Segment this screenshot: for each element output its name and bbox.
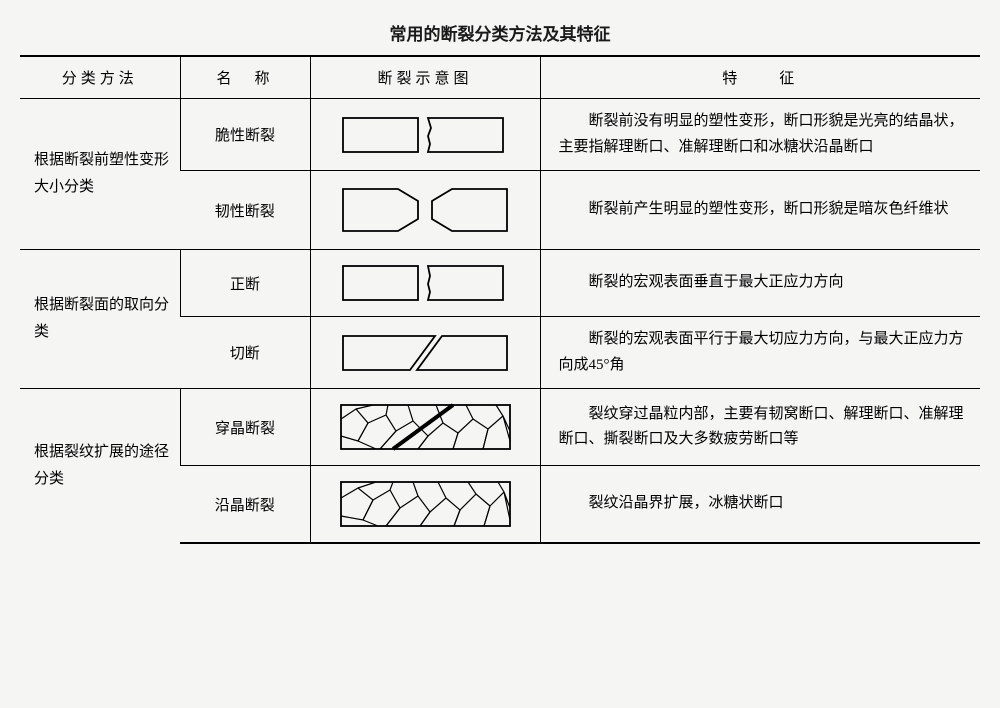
fracture-classification-table: 分类方法 名 称 断裂示意图 特 征 根据断裂前塑性变形大小分类 脆性断裂 断裂… [20,55,980,544]
feature-cell: 断裂的宏观表面垂直于最大正应力方向 [540,250,980,317]
normal-fracture-icon [340,262,510,304]
table-row: 根据裂纹扩展的途径分类 穿晶断裂 裂纹穿过晶粒内部，主要有韧窝断口、 [20,389,980,466]
col-feature: 特 征 [540,56,980,99]
name-cell: 韧性断裂 [180,171,310,250]
table-row: 根据断裂前塑性变形大小分类 脆性断裂 断裂前没有明显的塑性变形，断口形貌是光亮的… [20,99,980,171]
table-title: 常用的断裂分类方法及其特征 [20,20,980,45]
name-cell: 切断 [180,317,310,389]
feature-cell: 裂纹沿晶界扩展，冰糖状断口 [540,466,980,544]
name-cell: 脆性断裂 [180,99,310,171]
diagram-cell [310,317,540,389]
diagram-cell [310,171,540,250]
diagram-cell [310,99,540,171]
method-cell: 根据裂纹扩展的途径分类 [20,389,180,544]
ductile-fracture-icon [340,183,510,237]
diagram-cell [310,250,540,317]
transgranular-fracture-icon [338,401,513,453]
method-cell: 根据断裂前塑性变形大小分类 [20,99,180,250]
col-name: 名 称 [180,56,310,99]
header-row: 分类方法 名 称 断裂示意图 特 征 [20,56,980,99]
table-row: 根据断裂面的取向分类 正断 断裂的宏观表面垂直于最大正应力方向 [20,250,980,317]
diagram-cell [310,466,540,544]
col-diagram: 断裂示意图 [310,56,540,99]
diagram-cell [310,389,540,466]
name-cell: 正断 [180,250,310,317]
feature-cell: 断裂前产生明显的塑性变形，断口形貌是暗灰色纤维状 [540,171,980,250]
name-cell: 穿晶断裂 [180,389,310,466]
feature-cell: 断裂前没有明显的塑性变形，断口形貌是光亮的结晶状，主要指解理断口、准解理断口和冰… [540,99,980,171]
feature-cell: 断裂的宏观表面平行于最大切应力方向，与最大正应力方向成45°角 [540,317,980,389]
method-cell: 根据断裂面的取向分类 [20,250,180,389]
brittle-fracture-icon [340,114,510,156]
name-cell: 沿晶断裂 [180,466,310,544]
shear-fracture-icon [340,332,510,374]
intergranular-fracture-icon [338,478,513,530]
col-method: 分类方法 [20,56,180,99]
feature-cell: 裂纹穿过晶粒内部，主要有韧窝断口、解理断口、准解理断口、撕裂断口及大多数疲劳断口… [540,389,980,466]
